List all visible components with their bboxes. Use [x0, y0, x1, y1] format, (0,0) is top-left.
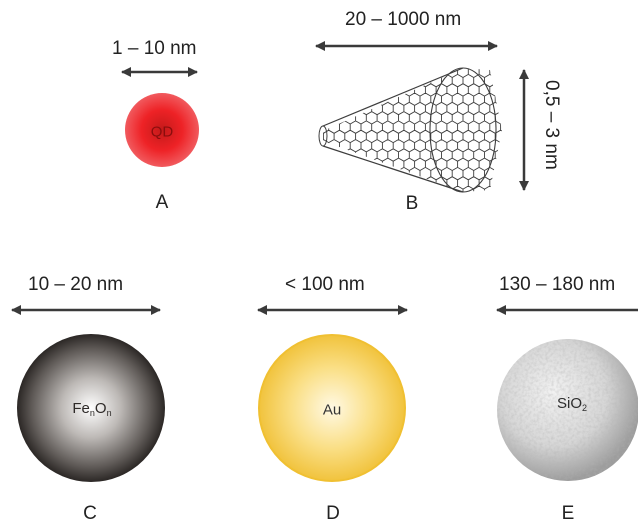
b-length-label: 20 – 1000 nm	[345, 9, 462, 30]
gold-sphere	[258, 334, 406, 482]
silica-sphere	[497, 339, 638, 481]
b-diameter-label: 0,5 – 3 nm	[541, 80, 562, 170]
gold-label: Au	[322, 401, 342, 419]
a-size-label: 1 – 10 nm	[112, 38, 197, 59]
panel-b-label: B	[405, 193, 419, 214]
iron-oxide-sphere	[17, 334, 165, 482]
panel-e-label: E	[561, 503, 575, 524]
carbon-nanotube	[318, 67, 502, 193]
qd-label: QD	[150, 123, 174, 141]
quantum-dot-sphere	[125, 93, 199, 167]
silica-label: SiO2	[556, 395, 588, 413]
panel-a-label: A	[155, 192, 169, 213]
d-size-label: < 100 nm	[285, 274, 365, 295]
panel-c-label: C	[83, 503, 97, 524]
e-size-label: 130 – 180 nm	[499, 274, 616, 295]
c-size-label: 10 – 20 nm	[28, 274, 124, 295]
iron-oxide-label: FenOn	[72, 400, 112, 418]
panel-d-label: D	[326, 503, 340, 524]
